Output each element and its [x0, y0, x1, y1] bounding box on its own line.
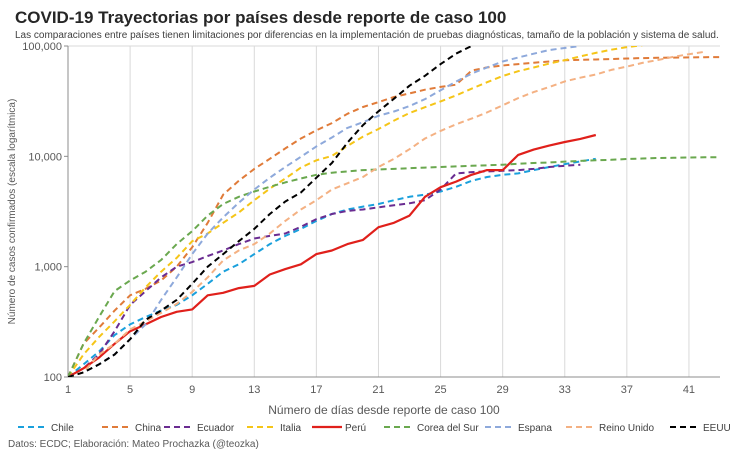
legend-label: Reino Unido [599, 423, 654, 434]
legend-label: China [135, 423, 162, 434]
x-tick-label: 1 [65, 384, 71, 396]
legend-label: EEUU [703, 423, 731, 434]
series-line-chile [68, 157, 596, 377]
grid [67, 45, 720, 377]
y-axis-label: Número de casos confirmados (escala loga… [7, 99, 18, 325]
x-tick-label: 5 [127, 384, 133, 396]
series-line-espana [68, 46, 581, 377]
series-line-perú [68, 133, 597, 377]
x-tick-label: 33 [559, 384, 571, 396]
x-tick-label: 41 [683, 384, 695, 396]
legend-label: Chile [51, 423, 74, 434]
y-tick-label: 100 [44, 372, 62, 384]
x-tick-label: 17 [310, 384, 322, 396]
series-line-eeuu [68, 46, 473, 377]
x-tick-label: 21 [372, 384, 384, 396]
x-tick-label: 25 [434, 384, 446, 396]
legend-label: Italia [280, 423, 302, 434]
legend-label: Espana [518, 423, 552, 434]
y-tick-label: 100,000 [22, 41, 62, 53]
chart-subtitle: Las comparaciones entre países tienen li… [15, 30, 719, 41]
series-line-corea-del-sur [68, 156, 720, 377]
x-tick-label: 9 [189, 384, 195, 396]
series-line-italia [68, 46, 643, 377]
x-tick-label: 29 [497, 384, 509, 396]
y-tick-label: 10,000 [28, 151, 62, 163]
y-tick-label: 1,000 [34, 262, 62, 274]
axes: 1 5 9 13 17 21 25 29 33 37 41 100 1,000 10,000 100,000… [7, 41, 720, 417]
x-tick-label: 13 [248, 384, 260, 396]
x-tick-label: 37 [621, 384, 633, 396]
x-axis-label: Número de días desde reporte de caso 100 [268, 403, 500, 417]
series-line-reino-unido [68, 50, 705, 377]
legend-label: Corea del Sur [417, 423, 479, 434]
legend: Chile China Ecuador Italia Perú Corea del Sur… [18, 423, 731, 434]
series-line-china [68, 56, 720, 377]
chart-title: COVID-19 Trayectorias por países desde r… [15, 8, 507, 27]
source-note: Datos: ECDC; Elaboración: Mateo Prochazk… [8, 439, 259, 450]
series-lines [68, 46, 720, 377]
legend-label: Ecuador [197, 423, 235, 434]
legend-label: Perú [345, 423, 366, 434]
series-line-ecuador [68, 163, 581, 377]
